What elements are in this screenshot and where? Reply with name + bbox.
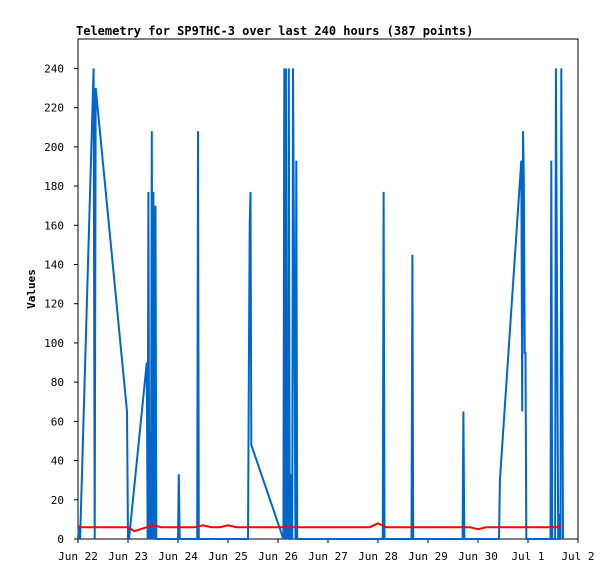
y-tick-label: 60 [51, 415, 64, 428]
x-tick-label: Jun 30 [458, 550, 498, 563]
y-tick-label: 40 [51, 455, 64, 468]
y-tick-label: 100 [44, 337, 64, 350]
x-tick-label: Jun 25 [208, 550, 248, 563]
y-tick-label: 220 [44, 102, 64, 115]
series-line-1 [77, 68, 564, 540]
x-tick-label: Jun 23 [108, 550, 148, 563]
series-line-2 [78, 522, 562, 533]
chart-title: Telemetry for SP9THC-3 over last 240 hou… [76, 24, 473, 38]
x-tick-label: Jul 1 [511, 550, 544, 563]
y-tick-label: 140 [44, 258, 64, 271]
x-tick-label: Jun 29 [408, 550, 448, 563]
x-tick-label: Jun 24 [158, 550, 198, 563]
x-tick-label: Jun 22 [58, 550, 98, 563]
y-tick-label: 180 [44, 180, 64, 193]
y-axis-ticks: 0 20 40 60 80 100 120 140 160 180 200 220 240 [44, 62, 78, 546]
x-tick-label: Jul 2 [561, 550, 594, 563]
y-tick-label: 120 [44, 298, 64, 311]
y-tick-label: 200 [44, 141, 64, 154]
x-axis-ticks: Jun 22 Jun 23 Jun 24 Jun 25 Jun 26 Jun 27 Jun … [58, 539, 595, 563]
y-tick-label: 20 [51, 494, 64, 507]
series-layer [77, 68, 564, 540]
y-tick-label: 160 [44, 219, 64, 232]
x-tick-label: Jun 28 [358, 550, 398, 563]
x-tick-label: Jun 27 [308, 550, 348, 563]
y-axis-label: Values [25, 269, 38, 309]
y-tick-label: 80 [51, 376, 64, 389]
y-tick-label: 0 [57, 533, 64, 546]
y-tick-label: 240 [44, 62, 64, 75]
x-tick-label: Jun 26 [258, 550, 298, 563]
